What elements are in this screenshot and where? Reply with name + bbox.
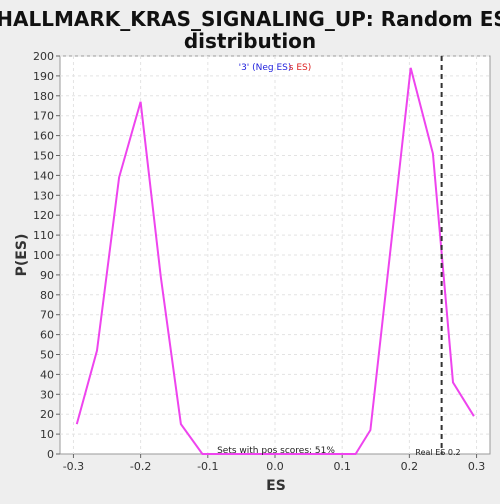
y-tick-label: 180	[33, 90, 54, 103]
x-tick-label: 0.1	[333, 460, 351, 473]
y-tick-label: 190	[33, 70, 54, 83]
annotation-pos-scores: Sets with pos scores: 51%	[217, 446, 335, 456]
y-tick-label: 50	[40, 349, 54, 362]
y-tick-label: 10	[40, 428, 54, 441]
y-tick-label: 130	[33, 189, 54, 202]
y-tick-label: 60	[40, 329, 54, 342]
x-tick-label: -0.3	[63, 460, 84, 473]
y-tick-label: 80	[40, 289, 54, 302]
y-axis: 0 10 20 30 40 50 60 70 80 90 100 110 120 130 140 150 160…	[33, 50, 60, 461]
y-tick-label: 70	[40, 309, 54, 322]
x-tick-label: 0.3	[468, 460, 486, 473]
y-tick-label: 140	[33, 169, 54, 182]
y-tick-label: 110	[33, 229, 54, 242]
y-tick-label: 170	[33, 110, 54, 123]
grid-lines	[60, 55, 490, 454]
y-tick-label: 30	[40, 388, 54, 401]
annotation-neg-es: '3' (Neg ES)	[239, 63, 292, 73]
chart-title-line2: distribution	[184, 29, 316, 53]
y-tick-label: 150	[33, 150, 54, 163]
y-tick-label: 160	[33, 130, 54, 143]
y-tick-label: 20	[40, 408, 54, 421]
x-tick-label: -0.1	[197, 460, 218, 473]
y-tick-label: 40	[40, 368, 54, 381]
y-tick-label: 120	[33, 209, 54, 222]
chart-title-line1: HALLMARK_KRAS_SIGNALING_UP: Random ES	[0, 7, 500, 31]
x-axis: -0.3 -0.2 -0.1 0.0 0.1 0.2 0.3	[63, 454, 486, 473]
y-tick-label: 100	[33, 249, 54, 262]
y-axis-label: P(ES)	[14, 234, 30, 277]
series-line	[75, 67, 475, 455]
y-tick-label: 90	[40, 269, 54, 282]
x-tick-label: -0.2	[130, 460, 151, 473]
annotation-pos-es: s ES)	[289, 63, 311, 73]
y-tick-label: 0	[47, 448, 54, 461]
y-tick-label: 200	[33, 50, 54, 63]
annotation-real-es: Real ES 0.2	[415, 448, 460, 457]
x-tick-label: 0.0	[266, 460, 284, 473]
x-axis-label: ES	[266, 478, 286, 494]
x-tick-label: 0.2	[401, 460, 419, 473]
